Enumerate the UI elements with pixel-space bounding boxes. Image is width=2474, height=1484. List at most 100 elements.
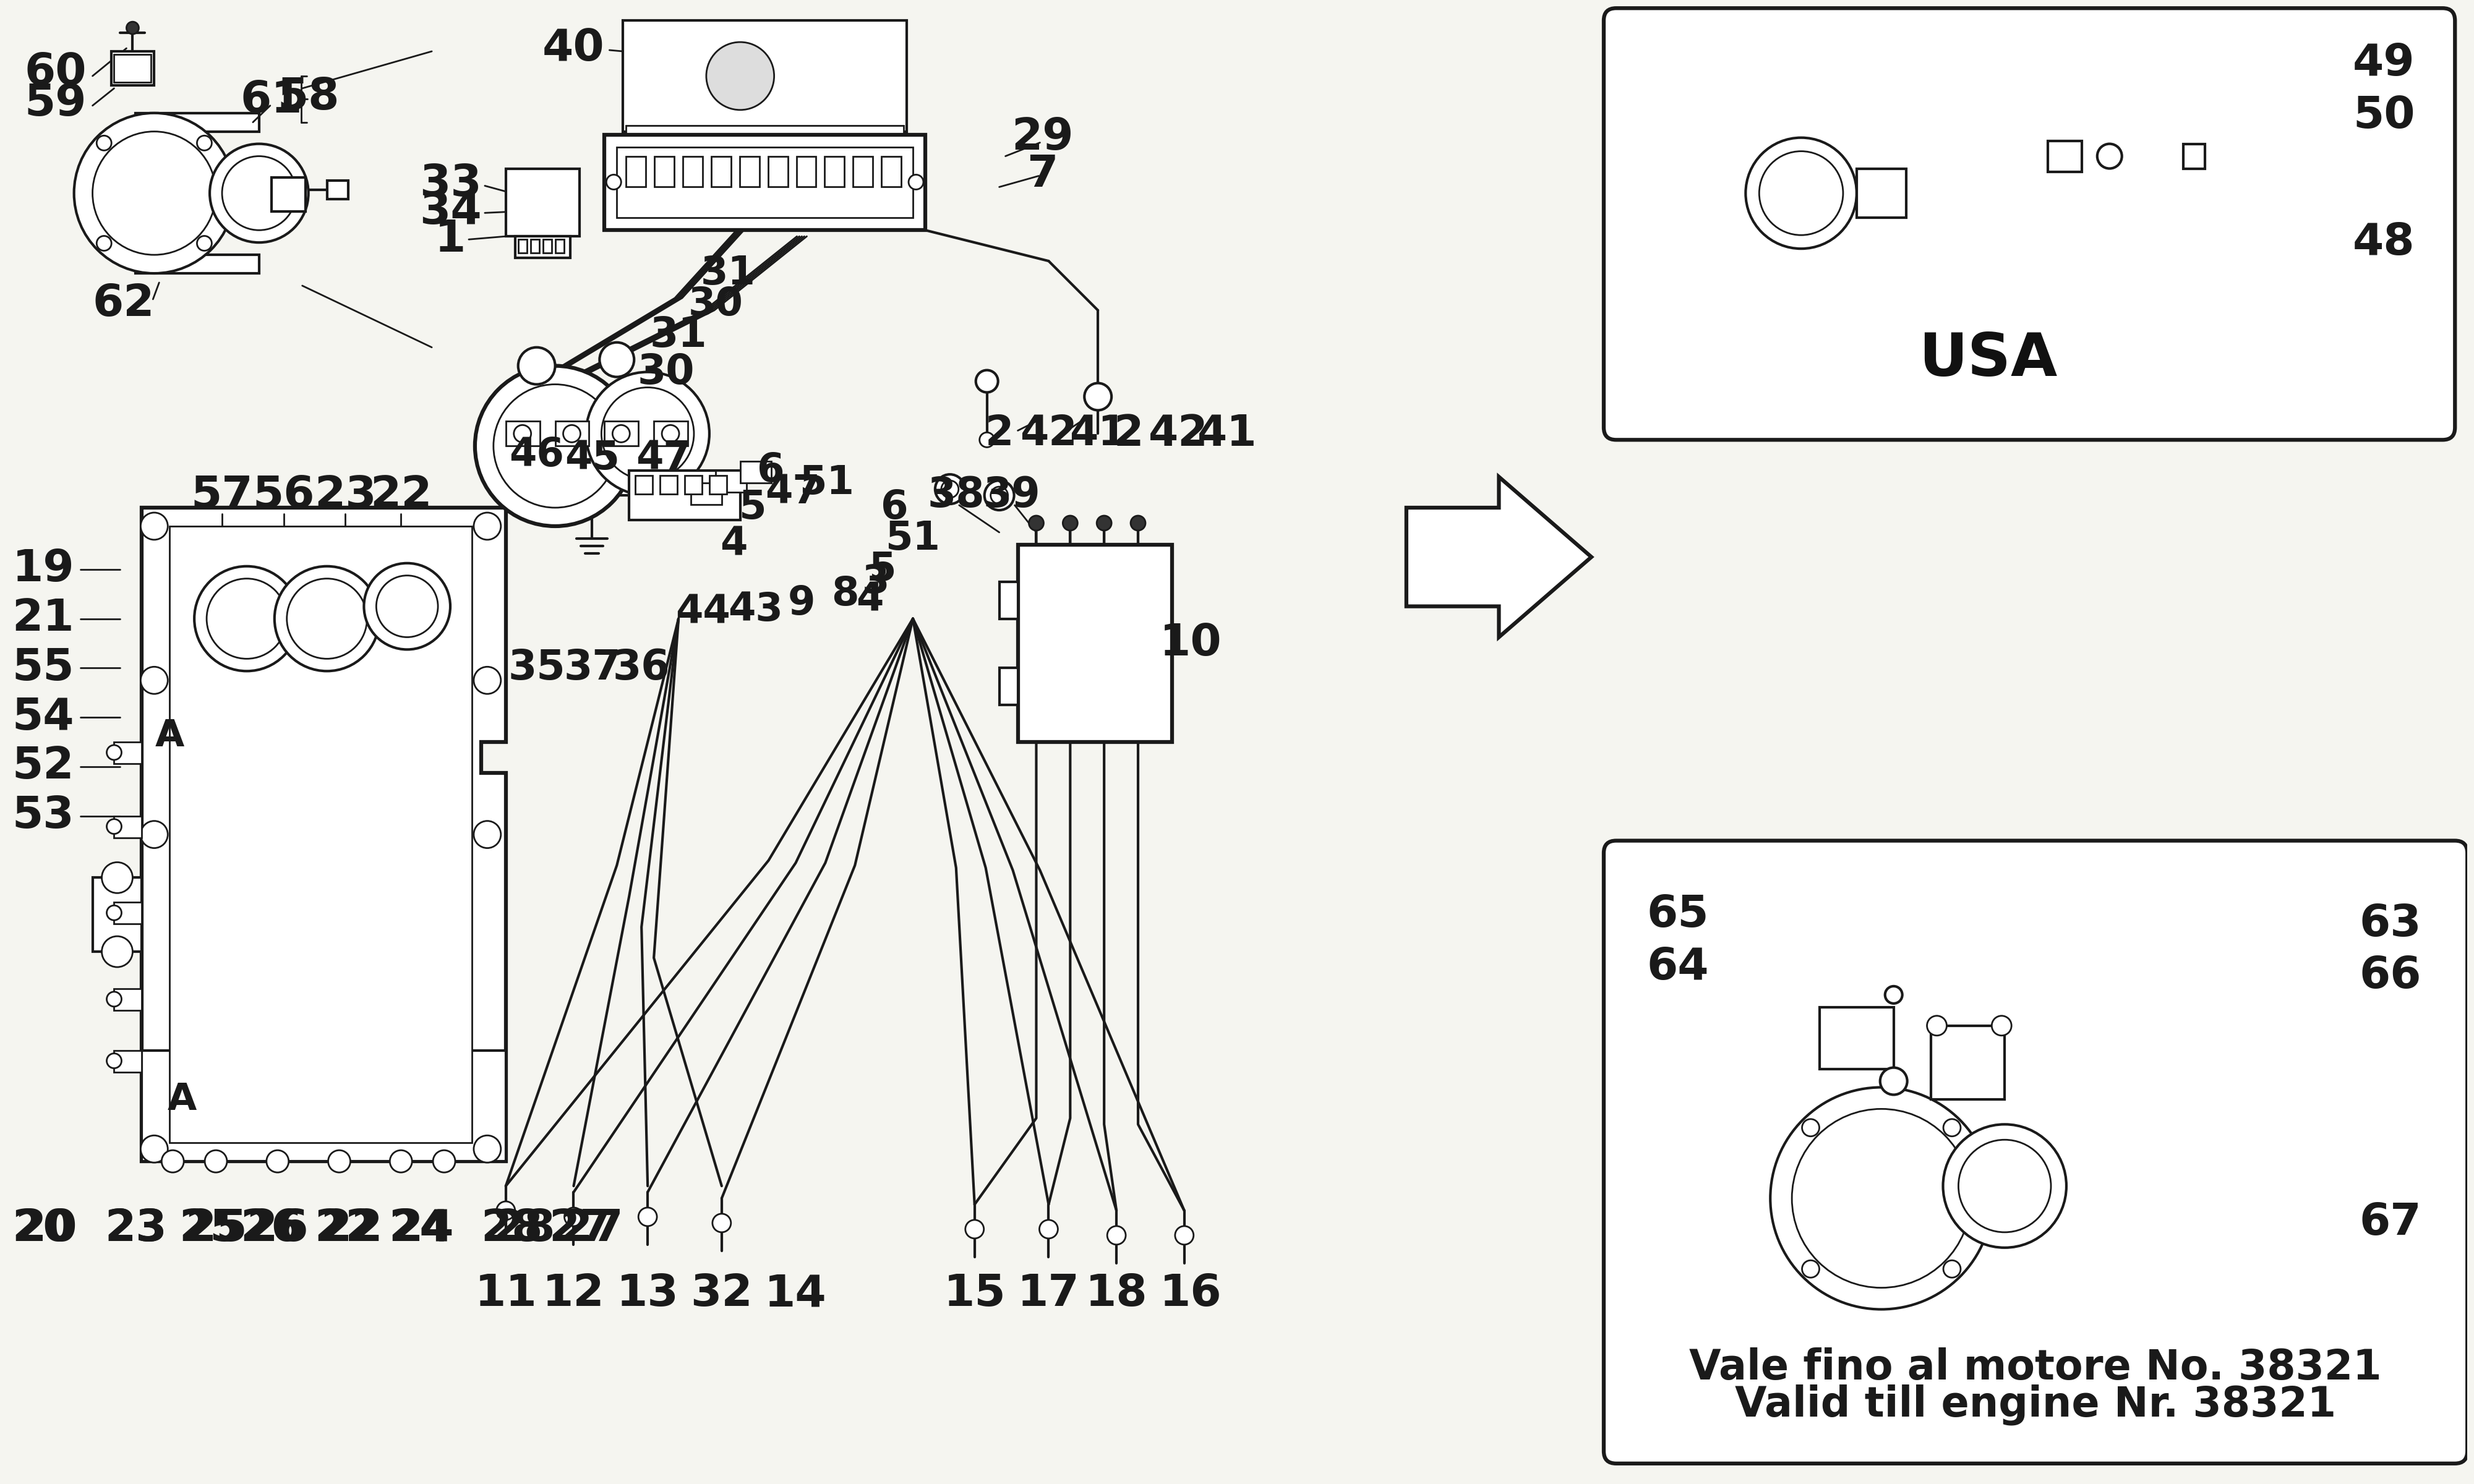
Circle shape bbox=[376, 576, 438, 637]
Text: 30: 30 bbox=[688, 285, 742, 324]
Circle shape bbox=[96, 236, 111, 251]
Bar bbox=[653, 421, 688, 447]
Bar bbox=[114, 902, 141, 925]
Circle shape bbox=[126, 22, 139, 34]
Text: 39: 39 bbox=[982, 475, 1039, 516]
Bar bbox=[999, 582, 1017, 619]
Bar bbox=[710, 156, 730, 187]
Text: 61: 61 bbox=[240, 79, 302, 122]
Circle shape bbox=[1880, 1067, 1907, 1095]
Bar bbox=[1930, 1025, 2004, 1100]
Bar bbox=[272, 178, 304, 212]
FancyBboxPatch shape bbox=[1603, 9, 2454, 439]
Circle shape bbox=[1064, 515, 1079, 530]
Bar bbox=[1856, 169, 1905, 218]
Text: 33: 33 bbox=[418, 163, 482, 205]
Text: 7: 7 bbox=[1027, 153, 1059, 196]
Bar bbox=[114, 1051, 141, 1071]
Text: 13: 13 bbox=[616, 1273, 678, 1315]
Circle shape bbox=[198, 236, 213, 251]
Circle shape bbox=[985, 481, 1014, 510]
Text: 63: 63 bbox=[2360, 902, 2422, 945]
Bar bbox=[604, 135, 925, 230]
Circle shape bbox=[2098, 144, 2123, 169]
Bar bbox=[2048, 141, 2081, 172]
Bar bbox=[616, 147, 913, 218]
Circle shape bbox=[473, 666, 500, 695]
Circle shape bbox=[475, 367, 636, 527]
Text: 14: 14 bbox=[764, 1273, 826, 1315]
Polygon shape bbox=[141, 508, 505, 1162]
Text: 37: 37 bbox=[564, 647, 621, 689]
Text: 45: 45 bbox=[564, 439, 618, 478]
Text: 47: 47 bbox=[636, 439, 690, 478]
Text: 57: 57 bbox=[190, 473, 252, 516]
Circle shape bbox=[1131, 515, 1145, 530]
Bar bbox=[767, 156, 787, 187]
Text: 11: 11 bbox=[475, 1273, 537, 1315]
Text: 19: 19 bbox=[12, 548, 74, 591]
Bar bbox=[740, 156, 760, 187]
Circle shape bbox=[515, 424, 532, 442]
Circle shape bbox=[1029, 515, 1044, 530]
Text: 32: 32 bbox=[690, 1273, 752, 1315]
Bar bbox=[636, 475, 653, 494]
Text: 31: 31 bbox=[700, 254, 755, 292]
Circle shape bbox=[1801, 1260, 1818, 1278]
Circle shape bbox=[287, 579, 366, 659]
Bar bbox=[604, 421, 638, 447]
Text: 52: 52 bbox=[12, 745, 74, 788]
Circle shape bbox=[267, 1150, 289, 1172]
Text: 24: 24 bbox=[388, 1208, 450, 1251]
FancyBboxPatch shape bbox=[1603, 840, 2467, 1463]
Circle shape bbox=[161, 1150, 183, 1172]
Text: 28: 28 bbox=[492, 1208, 554, 1251]
Circle shape bbox=[101, 936, 134, 968]
Bar bbox=[327, 181, 349, 199]
Circle shape bbox=[1992, 1015, 2011, 1036]
Circle shape bbox=[106, 745, 121, 760]
Circle shape bbox=[223, 156, 297, 230]
Circle shape bbox=[1039, 1220, 1059, 1239]
Circle shape bbox=[1084, 383, 1111, 410]
Circle shape bbox=[564, 1208, 584, 1226]
Text: 6: 6 bbox=[757, 451, 784, 490]
Circle shape bbox=[106, 1054, 121, 1068]
Text: 22: 22 bbox=[369, 473, 433, 516]
Circle shape bbox=[935, 475, 965, 505]
Bar bbox=[517, 396, 685, 496]
Text: 12: 12 bbox=[542, 1273, 604, 1315]
Bar bbox=[740, 462, 772, 482]
Circle shape bbox=[705, 42, 774, 110]
Circle shape bbox=[940, 481, 957, 497]
Circle shape bbox=[638, 1208, 658, 1226]
Circle shape bbox=[1801, 1119, 1818, 1137]
Text: 17: 17 bbox=[1017, 1273, 1079, 1315]
Text: 38: 38 bbox=[928, 475, 985, 516]
Circle shape bbox=[101, 862, 134, 893]
Bar bbox=[542, 239, 552, 252]
Bar bbox=[656, 156, 675, 187]
Circle shape bbox=[141, 1135, 168, 1162]
Text: 60: 60 bbox=[25, 52, 87, 95]
Circle shape bbox=[965, 1220, 985, 1239]
Circle shape bbox=[473, 821, 500, 847]
Text: 48: 48 bbox=[2353, 221, 2415, 264]
Polygon shape bbox=[1405, 476, 1591, 637]
Circle shape bbox=[1945, 1119, 1959, 1137]
Text: Valid till engine Nr. 38321: Valid till engine Nr. 38321 bbox=[1734, 1385, 2335, 1426]
Text: 23: 23 bbox=[314, 473, 376, 516]
Bar bbox=[690, 482, 722, 505]
Text: Vale fino al motore No. 38321: Vale fino al motore No. 38321 bbox=[1690, 1347, 2382, 1389]
Bar bbox=[114, 988, 141, 1011]
Text: 65: 65 bbox=[1648, 893, 1710, 936]
Text: 47: 47 bbox=[764, 473, 819, 512]
Circle shape bbox=[141, 821, 168, 847]
Text: 23: 23 bbox=[104, 1208, 166, 1251]
Circle shape bbox=[473, 512, 500, 540]
Text: 53: 53 bbox=[12, 794, 74, 837]
Circle shape bbox=[106, 991, 121, 1006]
Circle shape bbox=[980, 432, 995, 447]
Circle shape bbox=[601, 387, 693, 479]
Text: 22: 22 bbox=[322, 1208, 383, 1251]
